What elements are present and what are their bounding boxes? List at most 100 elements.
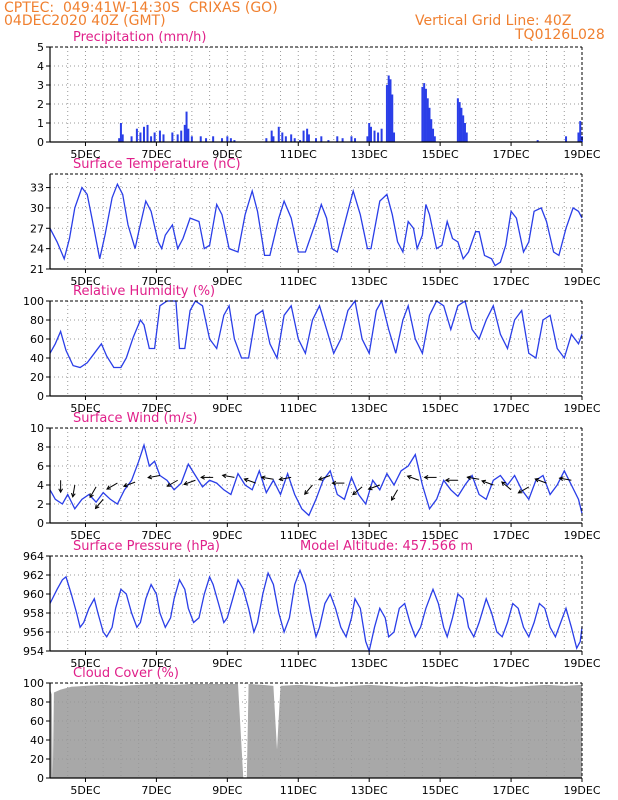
precip-bar — [272, 136, 275, 142]
y-tick-label: 40 — [30, 734, 44, 747]
precip-bar — [299, 140, 302, 142]
y-tick-label: 20 — [30, 371, 44, 384]
precip-bar — [536, 140, 539, 142]
x-tick-label: 11DEC — [280, 275, 317, 288]
wind-arrow — [147, 474, 161, 480]
model-altitude: Model Altitude: 457.566 m — [300, 539, 473, 554]
x-tick-label: 13DEC — [351, 657, 388, 670]
x-tick-label: 11DEC — [280, 657, 317, 670]
precip-bar — [118, 138, 121, 142]
precip-bar — [302, 130, 305, 142]
x-tick-label: 9DEC — [212, 784, 242, 797]
x-tick-label: 7DEC — [141, 529, 171, 542]
precip-bar — [306, 128, 309, 142]
precip-bar — [377, 132, 380, 142]
panel-temperature: Surface Temperature (nC) 21 24 27 30 33 5DEC 7D… — [30, 157, 601, 288]
x-tick-label: 11DEC — [280, 148, 317, 161]
precip-bar — [354, 138, 357, 142]
series-line — [49, 442, 583, 517]
x-tick-label: 11DEC — [280, 529, 317, 542]
y-tick-label: 0 — [37, 772, 44, 785]
y-tick-label: 21 — [30, 263, 44, 276]
y-tick-label: 27 — [30, 222, 44, 235]
wind-arrow — [534, 477, 547, 484]
precip-bar — [229, 138, 232, 142]
precip-bar — [393, 132, 396, 142]
wind-arrow — [558, 476, 572, 482]
x-tick-label: 7DEC — [141, 148, 171, 161]
panel-title: Precipitation (mm/h) — [73, 30, 206, 45]
x-tick-label: 19DEC — [563, 529, 600, 542]
y-tick-label: 60 — [30, 333, 44, 346]
precip-bar — [320, 136, 323, 142]
series-line — [49, 299, 583, 369]
wind-arrow — [304, 484, 313, 495]
grid-line-note: Vertical Grid Line: 40Z — [415, 13, 572, 29]
x-tick-label: 19DEC — [563, 402, 600, 415]
y-tick-label: 0 — [37, 390, 44, 403]
precip-bar — [389, 79, 392, 142]
wind-arrow — [70, 484, 76, 498]
wind-arrow — [278, 476, 292, 482]
x-tick-label: 15DEC — [422, 275, 459, 288]
precip-bar — [565, 136, 568, 142]
x-tick-label: 7DEC — [141, 657, 171, 670]
x-tick-label: 11DEC — [280, 784, 317, 797]
precip-bar — [463, 123, 466, 142]
precip-bar — [284, 136, 287, 142]
precip-bar — [430, 119, 433, 142]
x-tick-label: 15DEC — [422, 402, 459, 415]
panel-humidity: Relative Humidity (%) 0 20 40 60 80 100 5DEC 7DE… — [23, 284, 601, 415]
precip-bar — [421, 86, 424, 142]
x-tick-label: 15DEC — [422, 784, 459, 797]
wind-arrow — [481, 479, 494, 486]
x-tick-label: 5DEC — [70, 148, 100, 161]
precip-bar — [428, 107, 431, 142]
wind-arrow — [122, 481, 136, 488]
y-tick-label: 100 — [23, 295, 44, 308]
y-tick-label: 60 — [30, 715, 44, 728]
precip-bar — [130, 136, 133, 142]
wind-arrow — [260, 475, 274, 481]
precip-bar — [142, 126, 145, 142]
precip-bar — [385, 85, 388, 142]
y-tick-label: 960 — [23, 588, 44, 601]
x-tick-label: 7DEC — [141, 784, 171, 797]
precip-bar — [185, 111, 188, 142]
wind-arrow — [243, 477, 256, 484]
wind-arrow — [183, 479, 196, 486]
y-tick-label: 0 — [37, 517, 44, 530]
x-tick-label: 13DEC — [351, 275, 388, 288]
precip-bar — [456, 98, 459, 142]
x-tick-label: 19DEC — [563, 784, 600, 797]
y-tick-label: 8 — [37, 441, 44, 454]
y-tick-label: 958 — [23, 607, 44, 620]
wind-arrow — [444, 477, 458, 483]
y-tick-label: 100 — [23, 677, 44, 690]
precip-bar — [465, 132, 468, 142]
precip-bar — [135, 128, 138, 142]
y-tick-label: 4 — [37, 479, 44, 492]
precip-bar — [315, 138, 317, 142]
x-tick-label: 9DEC — [212, 529, 242, 542]
x-tick-label: 13DEC — [351, 784, 388, 797]
y-tick-label: 0 — [37, 136, 44, 149]
precip-bar — [423, 83, 426, 142]
x-tick-label: 7DEC — [141, 275, 171, 288]
y-tick-label: 962 — [23, 569, 44, 582]
wind-arrow — [221, 473, 235, 479]
wind-arrow — [517, 486, 530, 494]
precip-bar — [341, 138, 344, 142]
y-tick-label: 80 — [30, 314, 44, 327]
x-tick-label: 5DEC — [70, 275, 100, 288]
x-tick-label: 17DEC — [493, 148, 530, 161]
precip-bar — [158, 130, 161, 142]
y-tick-label: 24 — [30, 243, 44, 256]
panel-title: Surface Wind (m/s) — [73, 411, 197, 426]
x-tick-label: 13DEC — [351, 529, 388, 542]
panel-precipitation: Precipitation (mm/h) 0 1 2 3 4 5 5DEC 7DEC 9DEC 11… — [37, 30, 601, 161]
x-tick-label: 17DEC — [493, 402, 530, 415]
panel-wind: Surface Wind (m/s) 0 2 4 6 8 10 5DEC 7DEC 9DEC 11D… — [30, 411, 601, 542]
panel-cloud-cover: Cloud Cover (%) 0 20 40 60 80 100 5DEC 7DEC 9DEC 1… — [23, 666, 601, 797]
precip-bar — [387, 75, 390, 142]
